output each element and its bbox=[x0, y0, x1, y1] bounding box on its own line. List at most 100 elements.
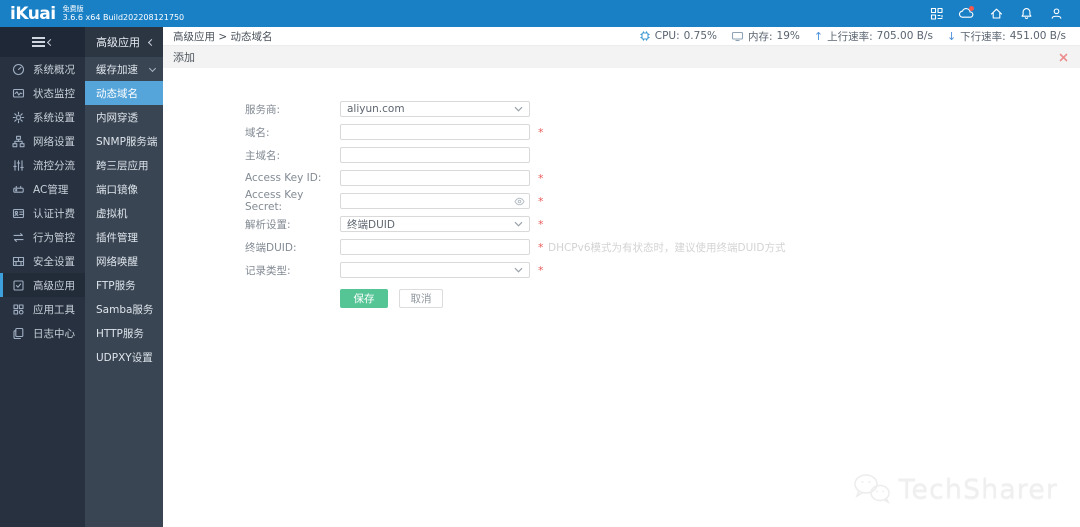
form-row: 解析设置: 终端DUID * bbox=[245, 216, 1080, 232]
field-label: 服务商: bbox=[245, 103, 281, 116]
submenu-item-port-mirroring[interactable]: 端口镜像 bbox=[96, 183, 138, 196]
form-row: 终端DUID: * DHCPv6模式为有状态时，建议使用终端DUID方式 bbox=[245, 239, 1080, 255]
submenu-item-cross-layer3[interactable]: 跨三层应用 bbox=[96, 159, 149, 172]
duid-hint-text: DHCPv6模式为有状态时，建议使用终端DUID方式 bbox=[548, 241, 786, 254]
submenu-advanced-apps: 高级应用 缓存加速 动态域名 内网穿透 SNMP服务端 跨三层应用 端口镜像 虚… bbox=[85, 27, 163, 527]
submenu-item-plugin-management[interactable]: 插件管理 bbox=[96, 231, 138, 244]
sidebar-item-label: 系统概况 bbox=[33, 63, 75, 76]
form-content: 服务商: aliyun.com 域名: * 主域名: bbox=[163, 68, 1080, 527]
submenu-item-intranet-penetration[interactable]: 内网穿透 bbox=[96, 111, 138, 124]
cpu-icon bbox=[640, 31, 650, 41]
submenu-item-dynamic-dns[interactable]: 动态域名 bbox=[85, 81, 163, 105]
upload-rate-status: ↑ 上行速率: 705.00 B/s bbox=[813, 29, 933, 43]
sidebar-item-auth-billing[interactable]: 认证计费 bbox=[0, 201, 85, 225]
ikuai-logo: iKuai bbox=[10, 3, 56, 24]
save-button[interactable]: 保存 bbox=[340, 289, 388, 308]
sidebar-item-advanced-apps[interactable]: 高级应用 bbox=[0, 273, 85, 297]
sidebar-item-flow-control[interactable]: 流控分流 bbox=[0, 153, 85, 177]
sidebar-item-label: 安全设置 bbox=[33, 255, 75, 268]
up-arrow-icon: ↑ bbox=[813, 29, 824, 43]
submenu-item-virtual-machine[interactable]: 虚拟机 bbox=[96, 207, 128, 220]
record-type-select[interactable] bbox=[340, 262, 530, 278]
sidebar-item-app-tools[interactable]: 应用工具 bbox=[0, 297, 85, 321]
form-row: 域名: * bbox=[245, 124, 1080, 140]
required-star: * bbox=[538, 125, 544, 139]
home-icon[interactable] bbox=[988, 6, 1004, 22]
memory-status: 内存: 19% bbox=[731, 29, 800, 44]
access-key-id-input[interactable] bbox=[340, 170, 530, 186]
panel-title: 添加 bbox=[173, 51, 195, 64]
submenu-item-ftp-service[interactable]: FTP服务 bbox=[96, 279, 136, 292]
eye-icon[interactable] bbox=[514, 196, 525, 209]
submenu-item-cache-acceleration[interactable]: 缓存加速 bbox=[85, 57, 163, 81]
hamburger-icon bbox=[32, 35, 45, 50]
sidebar-item-behavior-control[interactable]: 行为管控 bbox=[0, 225, 85, 249]
form-row: 主域名: bbox=[245, 147, 1080, 163]
submenu-item-snmp-server[interactable]: SNMP服务端 bbox=[96, 135, 158, 148]
chevron-left-icon bbox=[46, 38, 55, 46]
clipboard-check-icon bbox=[13, 279, 24, 291]
gear-icon bbox=[12, 111, 25, 123]
wechat-bubbles-icon bbox=[853, 474, 890, 504]
main-domain-input[interactable] bbox=[340, 147, 530, 163]
sidebar-item-system-overview[interactable]: 系统概况 bbox=[0, 57, 85, 81]
cancel-button[interactable]: 取消 bbox=[399, 289, 443, 308]
topbar: iKuai 免费版 3.6.6 x64 Build202208121750 bbox=[0, 0, 1080, 27]
sliders-icon bbox=[13, 159, 24, 171]
required-star: * bbox=[538, 240, 544, 254]
id-card-icon bbox=[12, 208, 25, 218]
chevron-left-icon bbox=[147, 38, 156, 46]
submenu-item-samba-service[interactable]: Samba服务 bbox=[96, 303, 154, 316]
add-panel-header: 添加 bbox=[163, 46, 1080, 68]
sidebar-item-label: 行为管控 bbox=[33, 231, 75, 244]
swap-arrows-icon bbox=[13, 232, 24, 242]
brick-wall-icon bbox=[12, 256, 25, 266]
close-icon[interactable] bbox=[1059, 53, 1068, 62]
sidebar-item-log-center[interactable]: 日志中心 bbox=[0, 321, 85, 345]
cloud-notification-icon[interactable] bbox=[958, 5, 974, 22]
sidebar-item-system-settings[interactable]: 系统设置 bbox=[0, 105, 85, 129]
required-star: * bbox=[538, 171, 544, 185]
sidebar-item-label: 日志中心 bbox=[33, 327, 75, 340]
sidebar-item-ac-management[interactable]: AC管理 bbox=[0, 177, 85, 201]
network-icon bbox=[12, 135, 25, 147]
terminal-duid-input[interactable] bbox=[340, 239, 530, 255]
qrcode-icon[interactable] bbox=[928, 6, 944, 22]
required-star: * bbox=[538, 217, 544, 231]
sidebar-collapse-button[interactable] bbox=[0, 27, 85, 57]
sidebar-item-label: 系统设置 bbox=[33, 111, 75, 124]
breadcrumb-bar: 高级应用 > 动态域名 CPU: 0.75% 内存: 19% ↑ 上行速率: 705.… bbox=[163, 27, 1080, 46]
sidebar-item-status-monitor[interactable]: 状态监控 bbox=[0, 81, 85, 105]
sidebar-item-security-settings[interactable]: 安全设置 bbox=[0, 249, 85, 273]
form-row: Access Key ID: * bbox=[245, 170, 1080, 186]
required-star: * bbox=[538, 194, 544, 208]
access-key-secret-input[interactable] bbox=[340, 193, 530, 209]
chevron-down-icon bbox=[148, 64, 157, 72]
build-label: 3.6.6 x64 Build202208121750 bbox=[62, 12, 185, 22]
access-point-icon bbox=[13, 185, 24, 193]
gauge-icon bbox=[12, 63, 25, 75]
techsharer-watermark: TechSharer bbox=[851, 471, 1059, 507]
submenu-item-wake-on-lan[interactable]: 网络唤醒 bbox=[96, 255, 138, 268]
field-label: Access Key ID: bbox=[245, 172, 322, 184]
edition-label: 免费版 bbox=[62, 4, 84, 13]
sidebar-item-network-settings[interactable]: 网络设置 bbox=[0, 129, 85, 153]
bell-icon[interactable] bbox=[1018, 6, 1034, 22]
domain-input[interactable] bbox=[340, 124, 530, 140]
submenu-title: 高级应用 bbox=[96, 36, 140, 49]
notification-badge bbox=[969, 5, 974, 11]
service-provider-select[interactable]: aliyun.com bbox=[340, 101, 530, 117]
field-label: 解析设置: bbox=[245, 218, 291, 231]
dynamic-dns-add-form: 服务商: aliyun.com 域名: * 主域名: bbox=[163, 68, 1080, 308]
submenu-header[interactable]: 高级应用 bbox=[85, 27, 163, 57]
down-arrow-icon: ↓ bbox=[946, 29, 957, 43]
submenu-item-udpxy-settings[interactable]: UDPXY设置 bbox=[96, 351, 153, 364]
system-status-bar: CPU: 0.75% 内存: 19% ↑ 上行速率: 705.00 B/s ↓ 下行速… bbox=[639, 29, 1066, 44]
sidebar-item-label: 状态监控 bbox=[33, 87, 75, 100]
submenu-item-http-service[interactable]: HTTP服务 bbox=[96, 327, 144, 340]
required-star: * bbox=[538, 263, 544, 277]
version-info: 免费版 3.6.6 x64 Build202208121750 bbox=[63, 5, 185, 22]
resolve-mode-select[interactable]: 终端DUID bbox=[340, 216, 530, 232]
watermark-text: TechSharer bbox=[898, 473, 1058, 505]
user-icon[interactable] bbox=[1048, 6, 1064, 22]
